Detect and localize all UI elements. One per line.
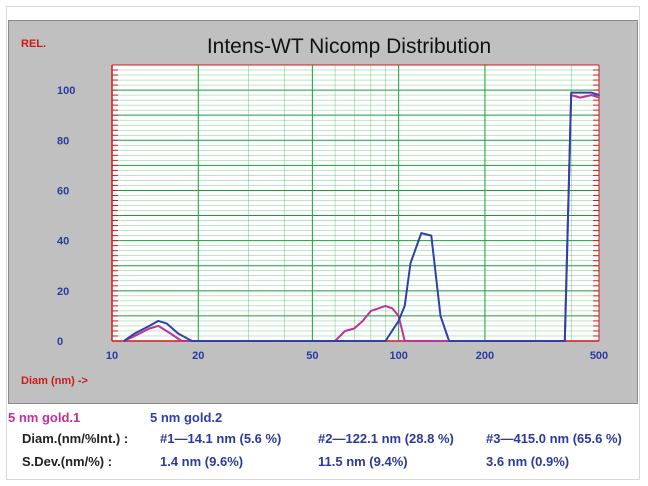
series-1-point [148, 327, 151, 330]
series-2-point [409, 262, 412, 265]
series-2-point [177, 332, 179, 335]
series-2-point [570, 91, 573, 94]
series-line-2 [123, 91, 600, 342]
x-tick-label: 100 [389, 350, 407, 362]
x-axis-label: Diam (nm) -> [21, 375, 88, 387]
series-1-point [353, 327, 356, 330]
x-tick-label: 20 [192, 350, 204, 362]
diameter-label: Diam.(nm/%Int.) : [22, 431, 129, 446]
series-2-point [534, 340, 537, 342]
x-tick-label: 500 [590, 350, 608, 362]
series-2-point [165, 322, 168, 325]
series-1-point [180, 340, 183, 342]
series-2-point [439, 315, 442, 317]
series-2-point [157, 320, 160, 322]
series-2-point [598, 94, 600, 96]
series-2-point [384, 340, 387, 342]
peak-2-diameter: #2—122.1 nm (28.8 %) [318, 431, 454, 446]
peak-1-diameter: #1—14.1 nm (5.6 %) [160, 431, 282, 446]
peak-1-sdev: 1.4 nm (9.6%) [160, 454, 244, 469]
y-tick-label: 80 [57, 135, 69, 147]
series-1-point [430, 340, 433, 342]
series-2-point [420, 232, 423, 234]
x-tick-label: 200 [476, 350, 494, 362]
y-tick-label: 0 [57, 336, 63, 348]
series-1-point [377, 307, 380, 310]
series-1-point [133, 335, 136, 337]
series-1-point [397, 315, 400, 317]
series-1-point [598, 96, 600, 99]
y-axis-unit-label: REL. [21, 38, 46, 50]
chart-panel: REL. Intens-WT Nicomp Distribution Diam … [8, 20, 638, 404]
series-1-point [384, 305, 387, 307]
chart-title: Intens-WT Nicomp Distribution [207, 35, 491, 58]
series-1-point [579, 96, 582, 99]
series-2-point [403, 305, 406, 307]
series-2-point [334, 340, 336, 342]
y-tick-label: 100 [57, 85, 75, 97]
series-2-point [123, 340, 125, 342]
y-tick-label: 60 [57, 185, 69, 197]
series-2-point [579, 91, 582, 94]
x-tick-label: 10 [106, 350, 118, 362]
series-1-point [169, 332, 172, 335]
series-2-point [148, 325, 151, 327]
chart-svg: REL. Intens-WT Nicomp Distribution Diam … [21, 35, 608, 387]
series-2-point [430, 234, 433, 237]
peak-2-sdev: 11.5 nm (9.4%) [318, 454, 408, 469]
series-1-point [344, 330, 346, 332]
x-tick-label: 50 [306, 350, 318, 362]
series-1-point [157, 325, 160, 327]
series-2-point [590, 91, 593, 94]
series-2-point [564, 340, 566, 342]
legend-series-1: 5 nm gold.1 [8, 410, 81, 425]
peak-3-sdev: 3.6 nm (0.9%) [486, 454, 570, 469]
series-2-point [397, 320, 400, 322]
series-2-point [247, 340, 250, 342]
y-tick-label: 20 [57, 286, 69, 298]
series-1-point [370, 310, 372, 312]
series-1-point [362, 320, 364, 322]
series-2-point [133, 332, 136, 335]
series-1-point [403, 340, 406, 342]
series-1-point [391, 307, 394, 310]
sdev-label: S.Dev.(nm/%) : [22, 454, 113, 469]
series-2-point [191, 340, 193, 342]
peak-3-diameter: #3—415.0 nm (65.6 %) [486, 431, 622, 446]
series-2-point [484, 340, 486, 342]
plot-area [112, 65, 599, 341]
legend-series-2: 5 nm gold.2 [150, 410, 223, 425]
series-2-point [448, 340, 450, 342]
series-1-point [590, 94, 593, 96]
y-tick-label: 40 [57, 236, 69, 248]
